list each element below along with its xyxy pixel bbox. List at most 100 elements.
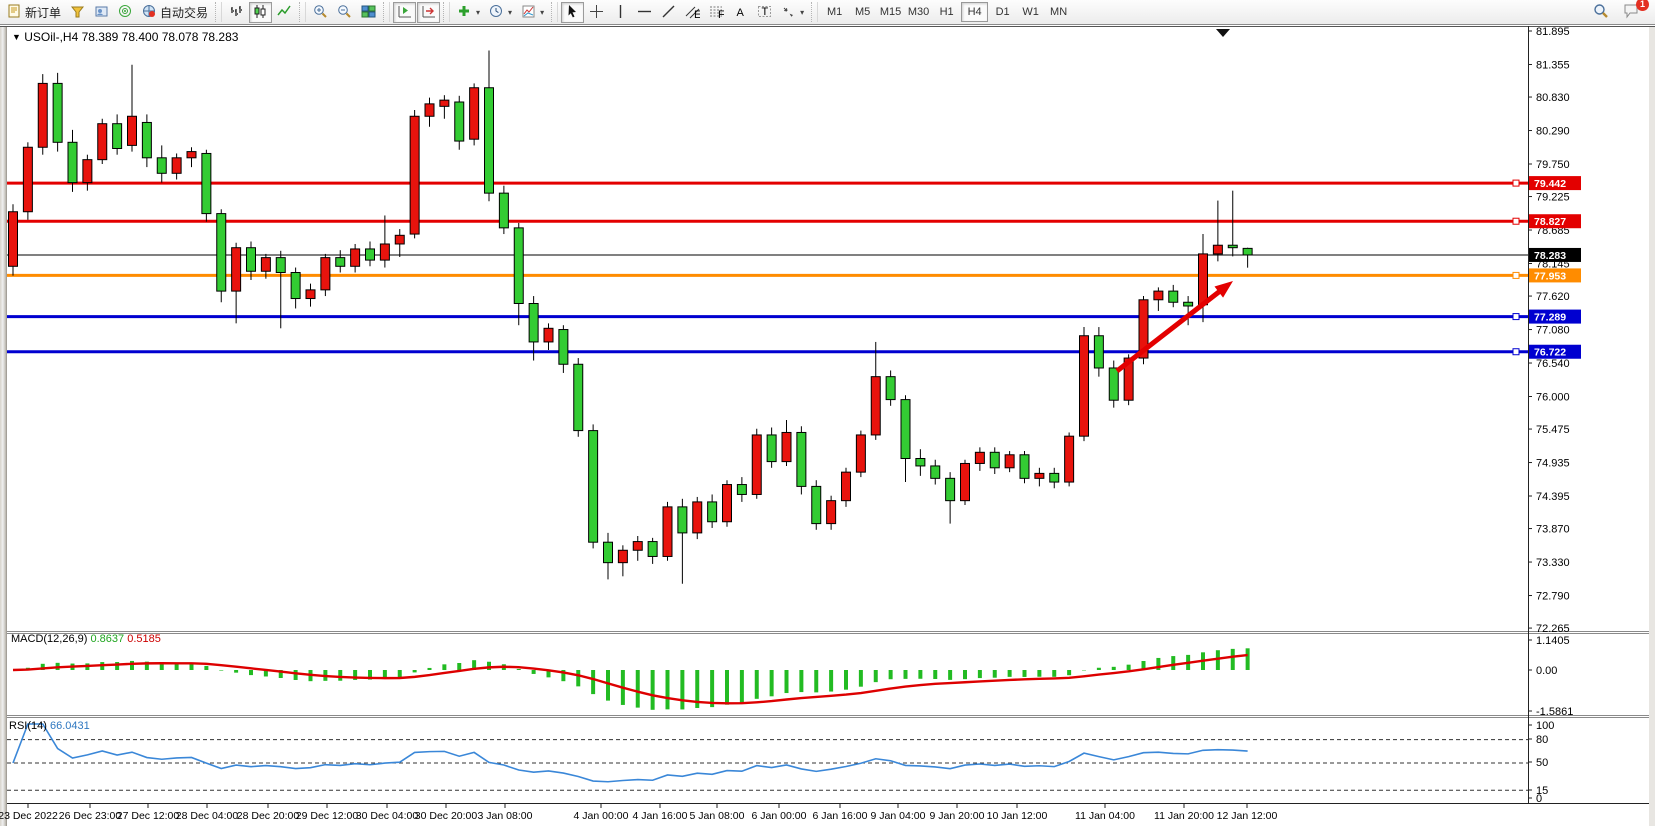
chart-shift-marker-icon[interactable] <box>1216 29 1230 37</box>
dropdown-arrow-icon[interactable]: ▾ <box>540 7 545 17</box>
chart-shift-button[interactable] <box>417 1 441 23</box>
candle-body <box>513 227 524 304</box>
search-icon <box>1593 3 1609 21</box>
timeframe-m5-button[interactable]: M5 <box>854 6 871 18</box>
dropdown-arrow-icon[interactable]: ▾ <box>800 7 805 17</box>
candle-body <box>335 257 346 267</box>
candle-body <box>365 248 375 261</box>
candle-body <box>1064 435 1075 483</box>
candle-body <box>320 257 331 291</box>
text-label-button[interactable]: T <box>753 2 776 23</box>
autotrading-button[interactable]: 自动交易 <box>138 2 212 23</box>
tile-windows-button[interactable] <box>357 2 380 23</box>
candle-body <box>1227 244 1238 249</box>
macd-axis-label: -1.5861 <box>1536 706 1573 718</box>
macd-signal-value: 0.5185 <box>127 633 161 645</box>
chat-button[interactable]: 1 <box>1619 0 1649 23</box>
crosshair-button[interactable] <box>585 2 608 23</box>
new-order-button[interactable]: 新订单 <box>3 2 65 23</box>
price-level-chip <box>1529 176 1581 191</box>
candle-body <box>573 363 584 432</box>
tile-icon <box>361 4 376 21</box>
candle-body <box>841 471 851 502</box>
symbol-period-label: USOil-,H4 <box>24 30 79 44</box>
chart-plot-area[interactable]: 81.89581.35580.83080.29079.75079.22578.6… <box>0 26 1655 826</box>
price-tick-label: 76.000 <box>1536 392 1570 404</box>
macd-signal-line <box>12 653 1248 705</box>
dropdown-arrow-icon[interactable]: ▾ <box>476 7 481 17</box>
line-handle[interactable] <box>1512 179 1520 187</box>
line-chart-button[interactable] <box>273 2 296 23</box>
candlestick-chart-button[interactable] <box>249 1 273 23</box>
trendline-button[interactable] <box>657 2 680 23</box>
line-handle[interactable] <box>1512 313 1520 321</box>
candle-body <box>974 451 985 464</box>
zoom-in-button[interactable] <box>309 2 332 23</box>
macd-indicator-label: MACD(12,26,9) 0.8637 0.5185 <box>11 633 161 645</box>
arrows-button[interactable]: ▾ <box>777 2 808 23</box>
templates-button[interactable]: ▾ <box>517 2 548 23</box>
candle-body <box>632 541 643 551</box>
candle-body <box>1183 301 1194 307</box>
horizontal-line-button[interactable] <box>633 2 656 23</box>
timeframe-m15-button[interactable]: M15 <box>879 6 902 18</box>
line-handle[interactable] <box>1512 217 1520 225</box>
zoom-out-button[interactable] <box>333 2 356 23</box>
text-button[interactable]: A <box>729 2 752 23</box>
timeframe-h1-button[interactable]: H1 <box>939 6 954 18</box>
price-level-chip <box>1529 344 1581 359</box>
vertical-line-button[interactable] <box>609 2 632 23</box>
timeframe-mn-button[interactable]: MN <box>1050 6 1068 18</box>
rsi-axis-label: 15 <box>1536 785 1548 797</box>
rsi-line <box>12 723 1248 783</box>
candle-body <box>543 327 554 343</box>
timeframe-h4-button[interactable]: H4 <box>961 2 989 22</box>
market-watch-button[interactable] <box>66 2 89 23</box>
timeframe-d1-button[interactable]: D1 <box>995 6 1010 18</box>
data-window-button[interactable] <box>90 2 113 23</box>
window-right-edge <box>1649 26 1655 826</box>
time-axis-label: 4 Jan 16:00 <box>633 810 688 822</box>
trend-arrow-annotation[interactable] <box>1115 285 1227 373</box>
bars-icon <box>229 4 244 21</box>
periods-button[interactable]: ▾ <box>485 2 516 23</box>
candle-body <box>1004 454 1015 469</box>
price-tick-label: 77.080 <box>1536 325 1570 337</box>
collapse-chart-icon[interactable]: ▼ <box>12 32 21 42</box>
candle-body <box>960 462 970 502</box>
fibo-icon: F <box>709 4 725 21</box>
dropdown-arrow-icon[interactable]: ▾ <box>508 7 513 17</box>
fibonacci-button[interactable]: F <box>705 2 728 23</box>
channel-icon: E <box>685 4 701 21</box>
line-handle[interactable] <box>1512 348 1520 356</box>
search-button[interactable] <box>1589 2 1613 23</box>
time-axis-label: 26 Dec 23:00 <box>59 810 122 822</box>
candle-body <box>127 115 137 146</box>
candle-body <box>484 87 494 194</box>
toolbar-separator <box>811 2 819 22</box>
indicators-button[interactable]: ▾ <box>453 2 484 23</box>
time-axis-label: 3 Jan 08:00 <box>478 810 533 822</box>
price-tick-label: 74.395 <box>1536 491 1570 503</box>
strategy-tester-button[interactable] <box>114 2 137 23</box>
rsi-axis-label: 0 <box>1536 793 1542 805</box>
candle-body <box>275 257 286 273</box>
cursor-button[interactable] <box>561 1 585 23</box>
timeframe-m1-button[interactable]: M1 <box>826 6 843 18</box>
template-icon <box>521 4 536 21</box>
auto-scroll-button[interactable] <box>393 1 417 23</box>
price-tick-label: 81.895 <box>1536 26 1570 38</box>
price-level-chip-text: 77.289 <box>1534 312 1566 324</box>
crosshair-icon <box>589 4 604 21</box>
equidistant-channel-button[interactable]: E <box>681 2 704 23</box>
zoomout-icon <box>337 4 352 21</box>
chart-background[interactable] <box>7 26 1528 804</box>
trend-arrow-head[interactable] <box>1214 281 1233 298</box>
candle-body <box>1138 299 1149 359</box>
line-handle[interactable] <box>1512 271 1520 279</box>
timeframe-w1-button[interactable]: W1 <box>1022 6 1039 18</box>
bar-chart-button[interactable] <box>225 2 248 23</box>
timeframe-m30-button[interactable]: M30 <box>907 6 930 18</box>
time-axis-label: 5 Jan 08:00 <box>690 810 745 822</box>
time-axis-label: 9 Jan 20:00 <box>930 810 985 822</box>
